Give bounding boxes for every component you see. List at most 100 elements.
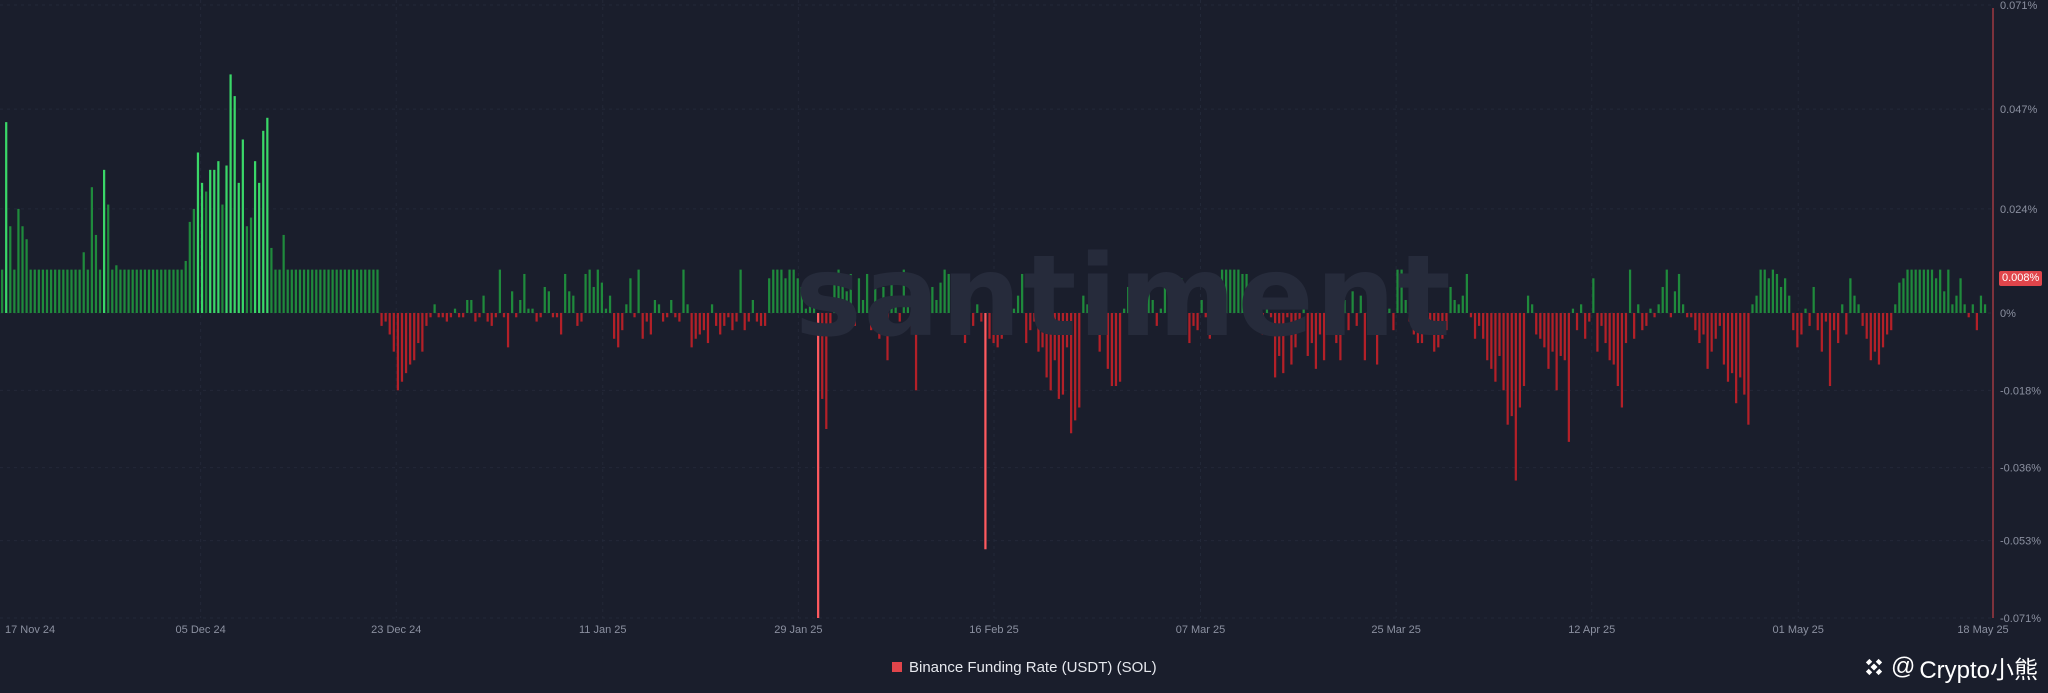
x-tick-label: 18 May 25 (1957, 624, 2008, 636)
funding-rate-bar (1661, 286, 1664, 313)
y-tick-label: 0.047% (2000, 104, 2038, 116)
funding-rate-bar (1457, 304, 1460, 313)
funding-rate-bar (849, 273, 852, 313)
x-tick-label: 05 Dec 24 (176, 624, 226, 636)
funding-rate-bar (1216, 313, 1220, 331)
funding-rate-bar (812, 273, 816, 313)
funding-rate-bar (1233, 269, 1236, 313)
funding-rate-bar (1412, 313, 1415, 335)
funding-rate-bar (825, 313, 828, 429)
funding-rate-bar (1351, 291, 1354, 313)
funding-rate-bar (33, 269, 36, 313)
funding-rate-bar (1114, 313, 1118, 387)
funding-rate-bar (800, 286, 803, 313)
funding-rate-bar (1816, 313, 1819, 331)
funding-rate-bar (1502, 313, 1505, 391)
funding-rate-bar (1245, 273, 1248, 313)
funding-rate-bar (1898, 282, 1901, 313)
funding-rate-bar (682, 269, 685, 313)
chart-legend[interactable]: Binance Funding Rate (USDT) (SOL) (892, 657, 1157, 677)
x-tick-label: 23 Dec 24 (371, 624, 421, 636)
funding-rate-bar (1429, 313, 1432, 326)
funding-rate-bar (1804, 308, 1807, 313)
x-tick-labels: 17 Nov 24 05 Dec 24 23 Dec 24 11 Jan 25 29 J… (5, 624, 2009, 636)
funding-rate-bar (1624, 313, 1628, 344)
funding-rate-bar (1730, 313, 1734, 374)
funding-rate-bar (1486, 313, 1489, 361)
funding-rate-bar (139, 269, 142, 313)
legend-label: Binance Funding Rate (USDT) (SOL) (909, 658, 1157, 676)
funding-rate-bar (1669, 313, 1672, 318)
funding-rate-bar (902, 269, 905, 313)
funding-rate-bar (625, 304, 628, 313)
funding-rate-bar (1983, 304, 1987, 313)
funding-rate-bar (205, 191, 208, 313)
funding-rate-bar (519, 299, 522, 313)
funding-rate-bar (1396, 269, 1399, 313)
funding-rate-bar (894, 299, 897, 313)
funding-rate-bar (156, 269, 159, 313)
funding-rate-bar (535, 313, 538, 322)
funding-rate-bar (845, 291, 848, 313)
funding-rate-bar (1514, 313, 1517, 481)
funding-rate-bar (1832, 313, 1836, 331)
funding-rate-bar (213, 169, 216, 313)
funding-rate-bar (1596, 313, 1599, 352)
funding-rate-bar (1865, 313, 1868, 339)
funding-rate-bar (1808, 313, 1811, 326)
funding-rate-bar (5, 122, 8, 313)
funding-rate-bar (449, 313, 453, 318)
legend-swatch (892, 662, 902, 672)
funding-rate-bar (221, 204, 224, 313)
funding-rate-bar (784, 278, 787, 313)
funding-rate-bar (1049, 313, 1052, 391)
funding-rate-bar (919, 299, 922, 313)
funding-rate-bar (1706, 313, 1709, 369)
funding-rate-bar (437, 313, 440, 318)
funding-rate-bar (327, 269, 330, 313)
funding-rate-bar (743, 313, 746, 331)
funding-rate-bar (1310, 313, 1313, 344)
funding-rate-bar (1012, 308, 1016, 313)
funding-rate-bar (592, 286, 595, 313)
funding-rate-bar (1106, 313, 1109, 369)
funding-rate-bar (1771, 269, 1774, 313)
funding-rate-bar (547, 291, 550, 313)
funding-rate-bar (939, 282, 942, 313)
funding-rate-bar (127, 269, 130, 313)
funding-rate-bar (302, 269, 306, 313)
funding-rate-bar (262, 130, 265, 313)
funding-rate-bar (1906, 269, 1909, 313)
funding-rate-bar (17, 208, 20, 313)
funding-rate-bar (1628, 269, 1632, 313)
funding-rate-bar (1951, 304, 1954, 313)
funding-rate-bar (1045, 313, 1048, 378)
funding-rate-bar (1881, 313, 1885, 348)
funding-rate-bar (1608, 313, 1611, 361)
funding-rate-bar (396, 313, 400, 391)
funding-rate-bar (931, 286, 934, 313)
funding-rate-bar (796, 278, 799, 313)
brand-at-sign: @ (1890, 653, 1916, 680)
funding-rate-bar (1408, 313, 1411, 322)
funding-rate-bar (1796, 313, 1799, 348)
funding-rate-bar (943, 269, 946, 313)
funding-rate-bar (258, 182, 261, 313)
funding-rate-bar (1539, 313, 1542, 339)
funding-rate-bar (572, 295, 575, 313)
funding-rate-bar (339, 269, 342, 313)
funding-rate-bar (690, 313, 693, 348)
brand-watermark: @ Crypto小熊 (1861, 652, 2038, 684)
x-tick-label: 29 Jan 25 (774, 624, 822, 636)
funding-rate-bar (923, 295, 926, 313)
funding-rate-bar (1302, 299, 1305, 313)
funding-rate-bar (196, 152, 200, 313)
funding-rate-bar (364, 269, 367, 313)
funding-rate-bar (1, 269, 4, 313)
funding-rate-bar (331, 269, 334, 313)
funding-rate-bar (294, 269, 298, 313)
funding-rate-bar (1641, 313, 1644, 331)
funding-rate-bar (1273, 313, 1277, 378)
funding-rate-bar (1392, 313, 1395, 331)
funding-rate-bar (249, 217, 253, 313)
